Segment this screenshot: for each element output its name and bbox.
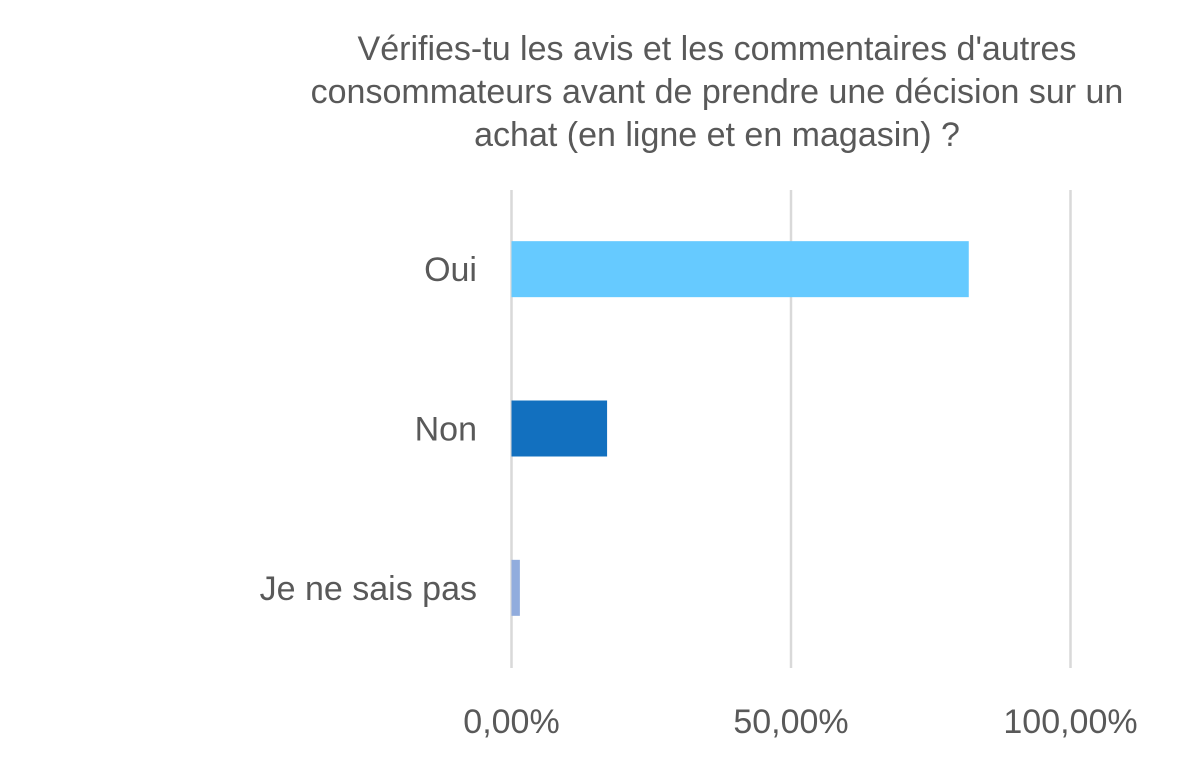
- x-tick-label: 100,00%: [1003, 703, 1137, 741]
- x-tick-label: 50,00%: [733, 703, 848, 741]
- category-label: Je ne sais pas: [260, 570, 477, 608]
- x-tick-label: 0,00%: [463, 703, 559, 741]
- bar-non: [511, 400, 608, 457]
- chart-title-line-1: Vérifies-tu les avis et les commentaires…: [358, 30, 1077, 68]
- category-label: Non: [415, 411, 477, 449]
- chart-title-line-3: achat (en ligne et en magasin) ?: [474, 116, 960, 154]
- category-label: Oui: [424, 251, 477, 289]
- bar-je-ne-sais-pas: [511, 559, 520, 616]
- chart-title-line-2: consommateurs avant de prendre une décis…: [311, 73, 1124, 111]
- bar-oui: [511, 241, 969, 298]
